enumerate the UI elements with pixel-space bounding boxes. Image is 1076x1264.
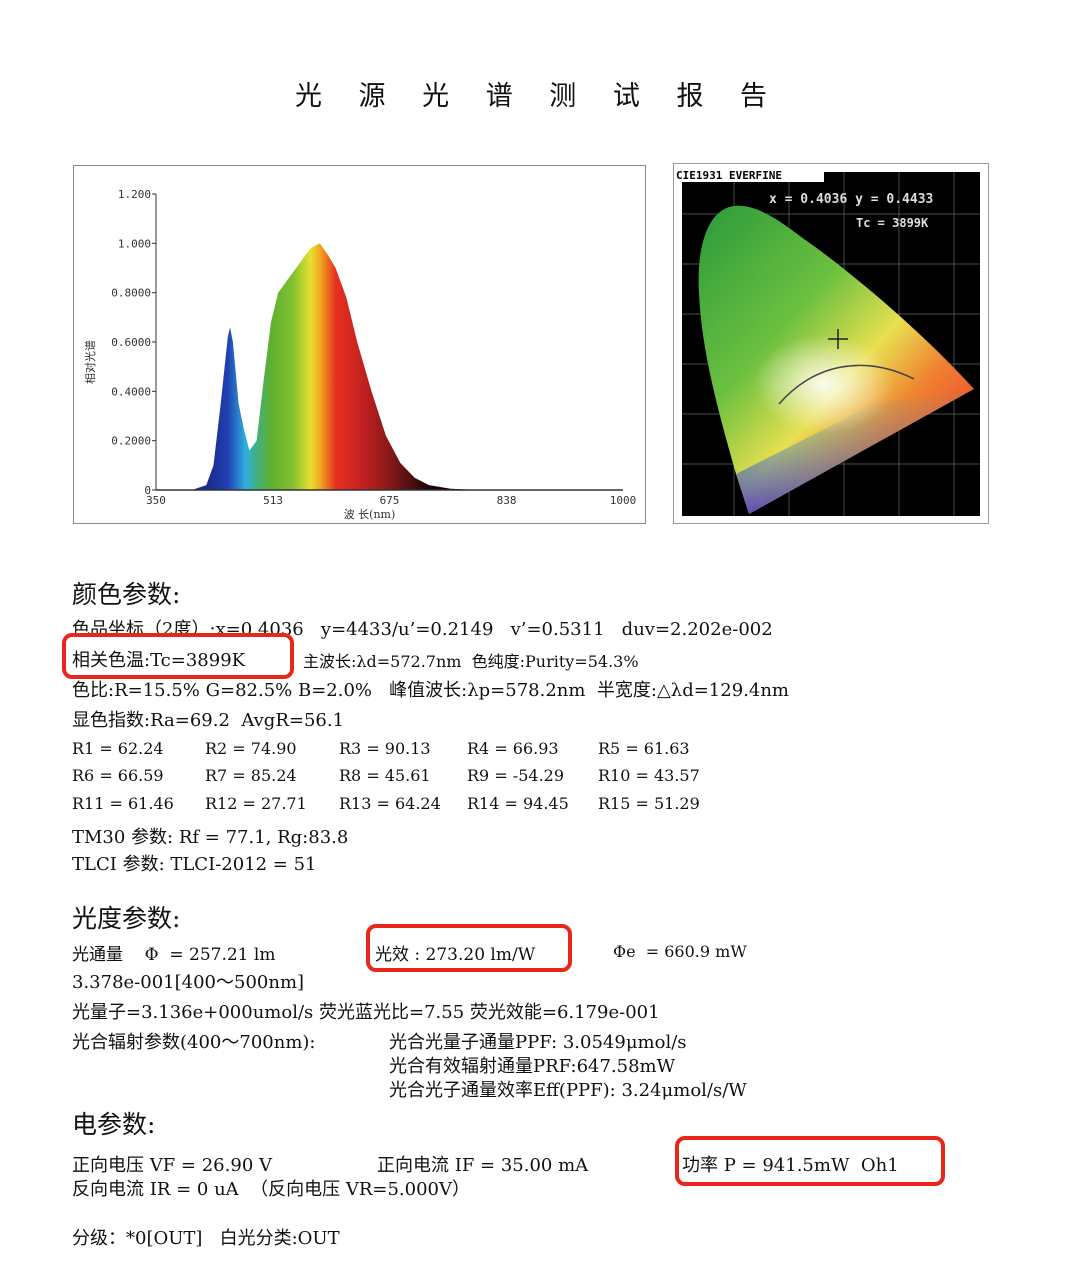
forward-voltage: 正向电压 VF = 26.90 V xyxy=(72,1155,272,1176)
electrical-heading: 电参数: xyxy=(72,1110,156,1139)
report-title: 光 源 光 谱 测 试 报 告 xyxy=(294,81,782,112)
photon-line: 光量子=3.136e+000umol/s 荧光蓝光比=7.55 荧光效能=6.1… xyxy=(72,1002,660,1023)
x-tick-label: 838 xyxy=(497,494,517,507)
cct-value: 相关色温:Tc=3899K xyxy=(72,650,246,671)
color-heading: 颜色参数: xyxy=(72,580,181,609)
r-value: R14 = 94.45 xyxy=(467,794,569,813)
cie-coords: x = 0.4036 y = 0.4433 xyxy=(769,192,933,207)
cri-line: 显色指数:Ra=69.2 AvgR=56.1 xyxy=(72,710,345,731)
power-value: 功率 P = 941.5mW Oh1 xyxy=(682,1155,899,1176)
photometric-heading: 光度参数: xyxy=(72,904,181,933)
y-tick-label: 0.6000 xyxy=(111,336,151,349)
cie-tc: Tc = 3899K xyxy=(856,216,929,230)
r-value: R6 = 66.59 xyxy=(72,766,164,785)
prf-value: 光合有效辐射通量PRF:647.58mW xyxy=(389,1056,676,1077)
cie-header: CIE1931 EVERFINE xyxy=(676,169,782,182)
forward-current: 正向电流 IF = 35.00 mA xyxy=(377,1155,589,1176)
r-value: R8 = 45.61 xyxy=(339,766,431,785)
r-value: R4 = 66.93 xyxy=(467,739,559,758)
tlci-line: TLCI 参数: TLCI-2012 = 51 xyxy=(72,854,317,875)
y-tick-label: 0 xyxy=(144,484,151,497)
luminous-efficacy: 光效 : 273.20 lm/W xyxy=(375,945,536,965)
r-value: R13 = 64.24 xyxy=(339,794,441,813)
r-value: R2 = 74.90 xyxy=(205,739,297,758)
x-tick-label: 675 xyxy=(380,494,400,507)
highlight-power xyxy=(675,1136,945,1186)
y-tick-label: 0.8000 xyxy=(111,287,151,300)
y-tick-label: 1.200 xyxy=(118,188,151,201)
r-value: R15 = 51.29 xyxy=(598,794,700,813)
r-value: R5 = 61.63 xyxy=(598,739,690,758)
y-axis-label: 相对光谱 xyxy=(83,340,97,384)
par-label: 光合辐射参数(400～700nm): xyxy=(72,1032,316,1053)
r-value: R10 = 43.57 xyxy=(598,766,700,785)
r-value: R12 = 27.71 xyxy=(205,794,307,813)
x-tick-label: 513 xyxy=(263,494,283,507)
color-ratio-line: 色比:R=15.5% G=82.5% B=2.0% 峰值波长:λp=578.2n… xyxy=(72,680,789,701)
r-value: R11 = 61.46 xyxy=(72,794,174,813)
blue-ratio-line: 3.378e-001[400～500nm] xyxy=(72,972,305,993)
spectrum-svg: 0 0.2000 0.4000 0.6000 0.8000 1.000 1.200 350 51… xyxy=(83,188,637,521)
grade-line: 分级：*0[OUT] 白光分类:OUT xyxy=(72,1228,340,1249)
tm30-line: TM30 参数: Rf = 77.1, Rg:83.8 xyxy=(72,827,349,848)
y-tick-label: 0.4000 xyxy=(111,385,151,398)
x-axis-label: 波 长(nm) xyxy=(344,508,396,521)
x-tick-label: 1000 xyxy=(610,494,637,507)
y-tick-label: 1.000 xyxy=(118,237,151,250)
ppf-efficiency: 光合光子通量效率Eff(PPF): 3.24μmol/s/W xyxy=(389,1080,747,1101)
reverse-current-line: 反向电流 IR = 0 uA （反向电压 VR=5.000V） xyxy=(72,1179,471,1200)
luminous-flux: 光通量 Φ = 257.21 lm xyxy=(72,945,276,965)
highlight-cct xyxy=(62,633,294,679)
cie-svg: CIE1931 EVERFINE x = 0.4036 y = 0.4433 T… xyxy=(674,166,980,516)
r-value: R1 = 62.24 xyxy=(72,739,164,758)
r-value: R9 = -54.29 xyxy=(467,766,565,785)
ppf-value: 光合光量子通量PPF: 3.0549μmol/s xyxy=(389,1032,687,1053)
spectrum-chart: 0 0.2000 0.4000 0.6000 0.8000 1.000 1.200 350 51… xyxy=(73,165,646,524)
radiant-flux: Φe = 660.9 mW xyxy=(613,942,747,961)
spectrum-area xyxy=(156,243,623,490)
x-tick-label: 350 xyxy=(146,494,166,507)
highlight-efficacy xyxy=(366,924,572,972)
cie-diagram: CIE1931 EVERFINE x = 0.4036 y = 0.4433 T… xyxy=(673,163,989,524)
r-value: R3 = 90.13 xyxy=(339,739,431,758)
r-value: R7 = 85.24 xyxy=(205,766,297,785)
dominant-wavelength-line: 主波长:λd=572.7nm 色纯度:Purity=54.3% xyxy=(303,652,639,671)
y-tick-label: 0.2000 xyxy=(111,435,151,448)
